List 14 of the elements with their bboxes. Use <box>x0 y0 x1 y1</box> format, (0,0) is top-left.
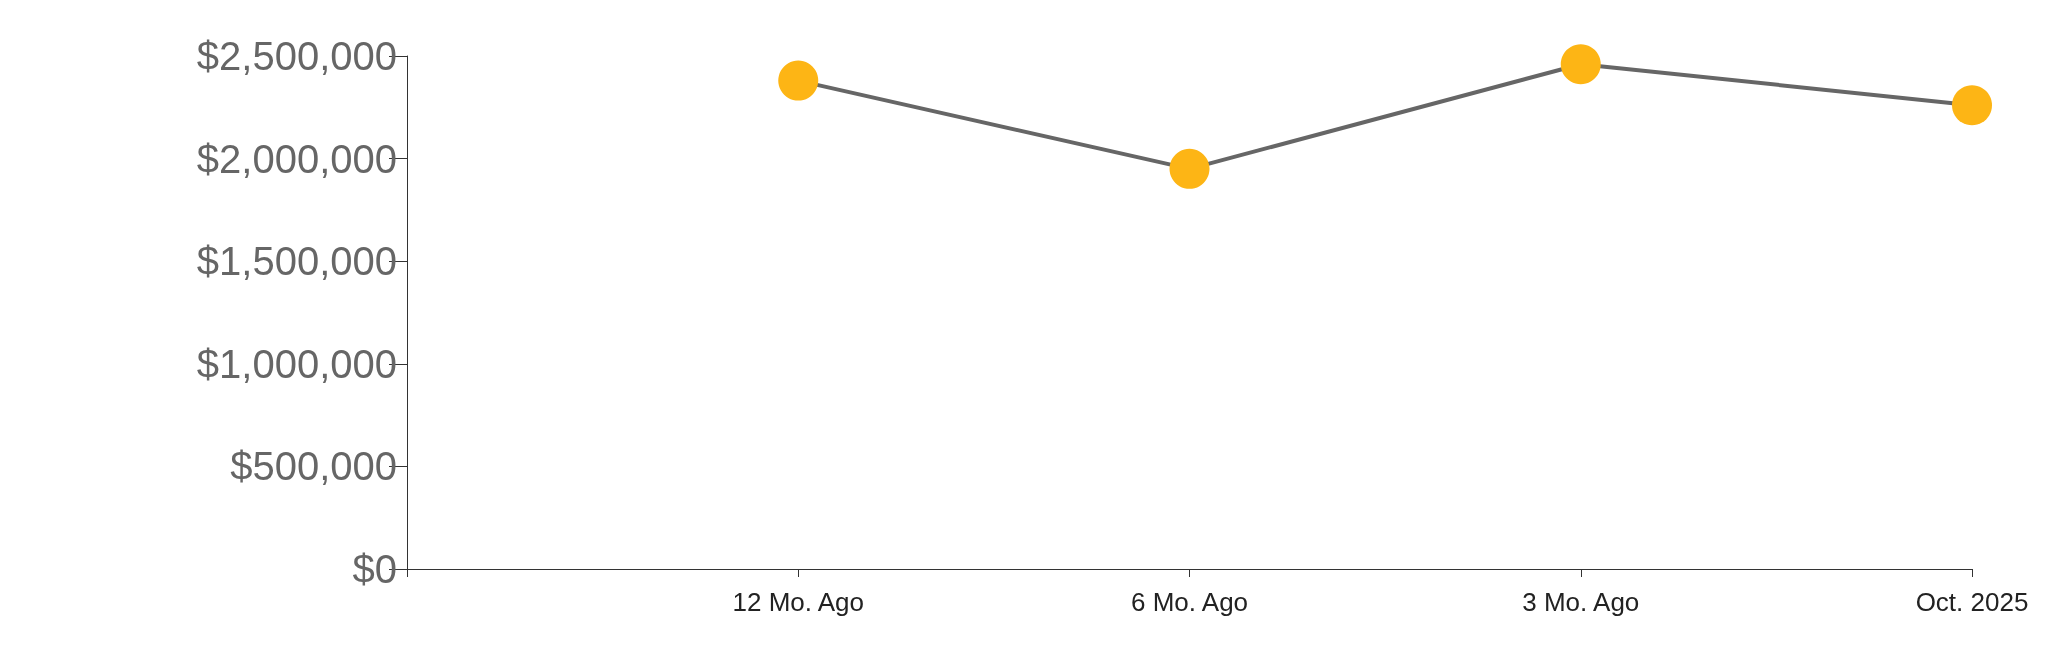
y-tick-label: $1,000,000 <box>196 341 397 386</box>
y-tick-label: $2,500,000 <box>196 34 397 78</box>
point <box>1169 148 1210 189</box>
x-tick-label: 3 Mo. Ago <box>1522 587 1640 617</box>
point <box>1952 85 1992 126</box>
y-tick-label: $500,000 <box>230 444 397 489</box>
y-tick-label: $2,000,000 <box>196 136 397 181</box>
x-tick-label: 6 Mo. Ago <box>1130 587 1249 617</box>
x-tick-label: 12 Mo. Ago <box>732 587 865 617</box>
y-tick-label: $0 <box>352 547 397 591</box>
y-tick-label: $1,500,000 <box>196 239 397 284</box>
x-tick-label: Oct. 2025 <box>1915 587 2029 617</box>
point <box>1560 44 1601 85</box>
point <box>778 60 819 101</box>
